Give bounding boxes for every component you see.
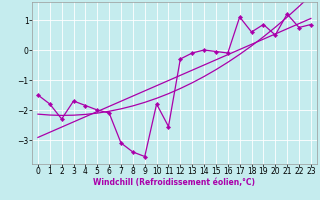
- X-axis label: Windchill (Refroidissement éolien,°C): Windchill (Refroidissement éolien,°C): [93, 178, 255, 187]
